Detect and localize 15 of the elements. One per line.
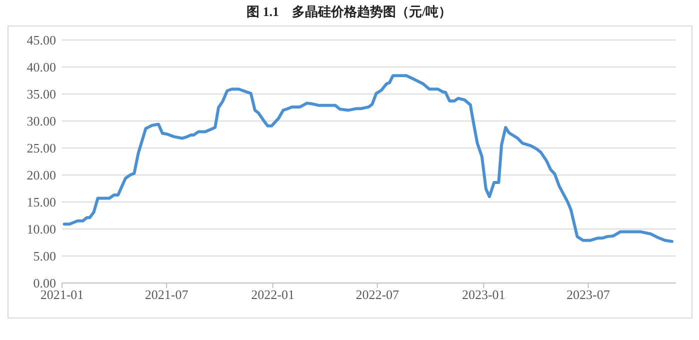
ytick: 30.00 bbox=[26, 114, 56, 128]
xtick: 2021-07 bbox=[144, 287, 188, 302]
ytick: 35.00 bbox=[26, 86, 56, 102]
xtick: 2022-01 bbox=[251, 287, 294, 302]
ytick: 25.00 bbox=[26, 140, 56, 156]
ytick: 40.00 bbox=[26, 60, 56, 74]
xtick: 2023-01 bbox=[462, 287, 506, 302]
xtick: 2022-07 bbox=[356, 287, 400, 302]
title: 图 1.1 多晶硅价格趋势图（元/吨） bbox=[246, 4, 452, 19]
ytick: 20.00 bbox=[26, 168, 56, 182]
ytick: 45.00 bbox=[26, 32, 56, 48]
ytick: 5.00 bbox=[33, 248, 56, 264]
xtick: 2023-07 bbox=[566, 287, 610, 302]
ytick: 15.00 bbox=[26, 194, 56, 210]
ytick: 10.00 bbox=[26, 222, 56, 236]
